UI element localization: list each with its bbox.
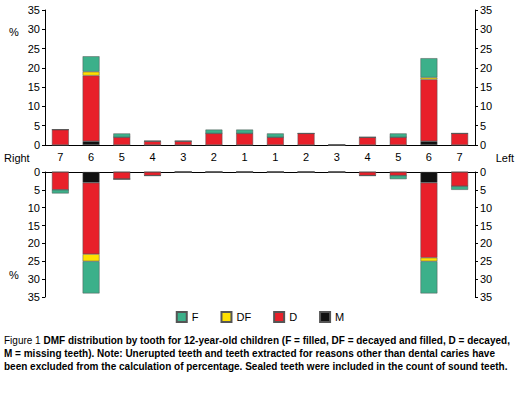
svg-text:25: 25 xyxy=(480,43,492,55)
svg-text:0: 0 xyxy=(34,166,40,178)
svg-text:4: 4 xyxy=(364,151,370,163)
svg-text:0: 0 xyxy=(480,166,486,178)
svg-text:30: 30 xyxy=(480,23,492,35)
svg-text:%: % xyxy=(9,269,19,281)
svg-text:15: 15 xyxy=(28,81,40,93)
svg-text:2: 2 xyxy=(211,151,217,163)
svg-text:20: 20 xyxy=(480,237,492,249)
svg-text:D: D xyxy=(289,311,297,323)
svg-text:10: 10 xyxy=(28,100,40,112)
svg-text:20: 20 xyxy=(28,237,40,249)
svg-text:15: 15 xyxy=(480,220,492,232)
svg-text:35: 35 xyxy=(480,4,492,16)
svg-text:35: 35 xyxy=(480,291,492,303)
svg-text:10: 10 xyxy=(480,100,492,112)
svg-text:%: % xyxy=(9,26,19,38)
svg-text:Right: Right xyxy=(4,152,30,164)
svg-text:4: 4 xyxy=(149,151,155,163)
svg-text:5: 5 xyxy=(395,151,401,163)
svg-text:10: 10 xyxy=(480,202,492,214)
svg-text:35: 35 xyxy=(28,4,40,16)
svg-text:25: 25 xyxy=(480,255,492,267)
svg-text:2: 2 xyxy=(303,151,309,163)
svg-text:20: 20 xyxy=(28,62,40,74)
svg-text:0: 0 xyxy=(480,139,486,151)
svg-text:5: 5 xyxy=(119,151,125,163)
svg-text:35: 35 xyxy=(28,291,40,303)
svg-text:6: 6 xyxy=(426,151,432,163)
svg-text:0: 0 xyxy=(34,139,40,151)
svg-text:DF: DF xyxy=(236,311,251,323)
svg-text:7: 7 xyxy=(457,151,463,163)
svg-text:5: 5 xyxy=(480,120,486,132)
svg-text:30: 30 xyxy=(480,273,492,285)
svg-text:5: 5 xyxy=(34,184,40,196)
svg-text:7: 7 xyxy=(57,151,63,163)
svg-text:1: 1 xyxy=(242,151,248,163)
svg-text:25: 25 xyxy=(28,255,40,267)
svg-text:5: 5 xyxy=(34,120,40,132)
svg-text:10: 10 xyxy=(28,202,40,214)
svg-text:F: F xyxy=(192,311,199,323)
svg-text:30: 30 xyxy=(28,273,40,285)
svg-text:15: 15 xyxy=(28,220,40,232)
svg-text:3: 3 xyxy=(180,151,186,163)
svg-text:Left: Left xyxy=(496,152,514,164)
svg-text:25: 25 xyxy=(28,43,40,55)
svg-text:15: 15 xyxy=(480,81,492,93)
svg-text:1: 1 xyxy=(272,151,278,163)
svg-text:5: 5 xyxy=(480,184,486,196)
svg-text:3: 3 xyxy=(334,151,340,163)
svg-text:30: 30 xyxy=(28,23,40,35)
svg-text:6: 6 xyxy=(88,151,94,163)
svg-text:M: M xyxy=(335,311,344,323)
svg-text:20: 20 xyxy=(480,62,492,74)
html-text:Figure 1 DMF distribution by t: Figure 1 DMF distribution by tooth for 1… xyxy=(4,335,510,372)
